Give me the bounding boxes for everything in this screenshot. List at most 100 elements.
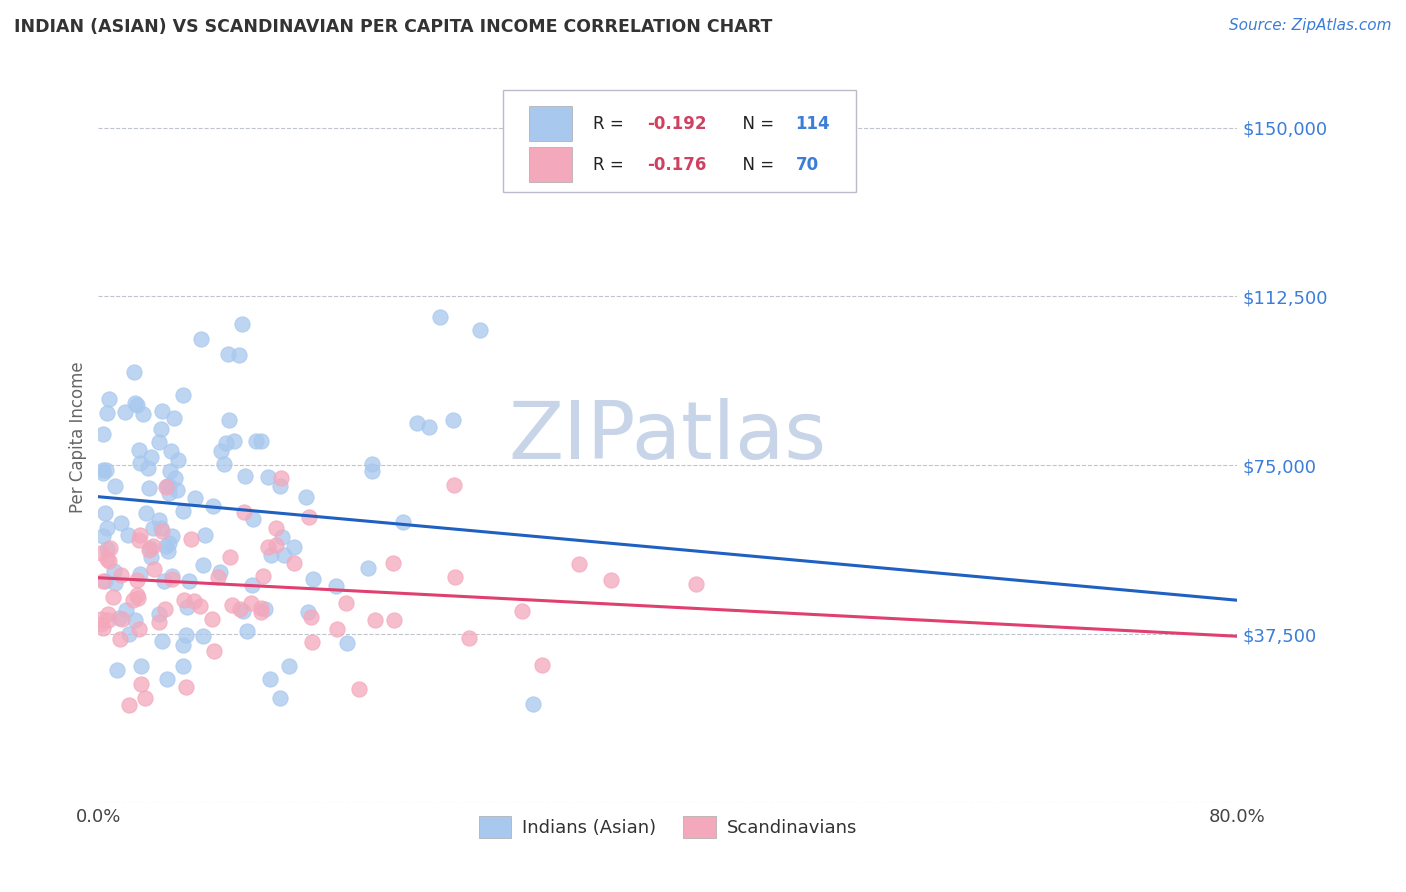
Text: R =: R = xyxy=(593,115,628,133)
Point xyxy=(361,464,384,478)
Point xyxy=(98,554,121,568)
Point xyxy=(325,579,347,593)
FancyBboxPatch shape xyxy=(529,106,572,141)
Point xyxy=(163,410,186,425)
Point xyxy=(127,591,149,605)
Point xyxy=(269,691,291,706)
Point xyxy=(166,453,188,467)
Point xyxy=(229,601,252,615)
FancyBboxPatch shape xyxy=(503,90,856,192)
Point xyxy=(139,450,162,464)
Point xyxy=(444,570,467,584)
Point xyxy=(264,539,287,553)
Point xyxy=(142,539,165,553)
Point xyxy=(271,530,294,544)
Point xyxy=(184,491,207,505)
Point xyxy=(96,406,118,420)
Point xyxy=(131,658,153,673)
Point xyxy=(441,413,464,427)
Point xyxy=(129,677,152,691)
Point xyxy=(242,512,264,526)
Point xyxy=(357,560,380,574)
Point xyxy=(91,463,114,477)
FancyBboxPatch shape xyxy=(529,147,572,182)
Point xyxy=(128,622,150,636)
Point xyxy=(110,567,132,582)
Point xyxy=(406,416,429,430)
Point xyxy=(124,613,146,627)
Point xyxy=(443,478,465,492)
Point xyxy=(257,470,280,484)
Point xyxy=(114,603,136,617)
Point xyxy=(135,506,157,520)
Point xyxy=(124,395,146,409)
Point xyxy=(98,541,121,555)
Point xyxy=(157,536,180,550)
Point xyxy=(236,624,259,639)
Point xyxy=(218,413,240,427)
Point xyxy=(382,556,405,570)
Point xyxy=(153,602,176,616)
Point xyxy=(172,504,194,518)
Point xyxy=(156,479,179,493)
Point xyxy=(209,565,232,579)
Point xyxy=(149,422,172,436)
Point xyxy=(157,485,180,500)
Point xyxy=(270,471,292,485)
Point xyxy=(264,521,287,535)
Point xyxy=(91,427,114,442)
Point xyxy=(259,672,281,686)
Point xyxy=(283,540,305,554)
Point xyxy=(103,591,125,605)
Point xyxy=(254,602,277,616)
Point xyxy=(155,480,177,494)
Point xyxy=(117,527,139,541)
Point xyxy=(129,567,152,582)
Point xyxy=(139,541,162,556)
Point xyxy=(132,407,155,421)
Point xyxy=(96,541,118,556)
Point xyxy=(104,575,127,590)
Point xyxy=(108,632,131,647)
Point xyxy=(117,698,139,712)
Point xyxy=(174,681,197,695)
Point xyxy=(232,604,254,618)
Point xyxy=(98,392,121,407)
Point xyxy=(176,600,198,615)
Point xyxy=(136,460,159,475)
Point xyxy=(172,387,194,401)
Legend: Indians (Asian), Scandinavians: Indians (Asian), Scandinavians xyxy=(471,808,865,845)
Point xyxy=(129,528,152,542)
Point xyxy=(392,516,415,530)
Point xyxy=(148,615,170,629)
Point xyxy=(148,607,170,622)
Point xyxy=(134,691,156,706)
Point xyxy=(260,548,283,562)
Point xyxy=(207,570,229,584)
Point xyxy=(138,481,160,495)
Point xyxy=(118,627,141,641)
Text: R =: R = xyxy=(593,155,628,174)
Point xyxy=(256,541,278,555)
Point xyxy=(209,443,232,458)
Point xyxy=(97,607,120,621)
Point xyxy=(172,658,194,673)
Point xyxy=(173,593,195,607)
Point xyxy=(685,577,707,591)
Point xyxy=(214,457,236,471)
Point xyxy=(183,594,205,608)
Point xyxy=(96,463,118,477)
Point xyxy=(165,471,187,485)
Point xyxy=(217,347,239,361)
Text: INDIAN (ASIAN) VS SCANDINAVIAN PER CAPITA INCOME CORRELATION CHART: INDIAN (ASIAN) VS SCANDINAVIAN PER CAPIT… xyxy=(14,18,772,36)
Point xyxy=(96,521,118,535)
Point xyxy=(160,569,183,583)
Point xyxy=(96,551,118,566)
Point xyxy=(91,529,114,543)
Point xyxy=(148,435,170,450)
Point xyxy=(176,627,198,641)
Point xyxy=(429,310,451,324)
Point xyxy=(125,589,148,603)
Point xyxy=(298,509,321,524)
Point xyxy=(166,483,188,497)
